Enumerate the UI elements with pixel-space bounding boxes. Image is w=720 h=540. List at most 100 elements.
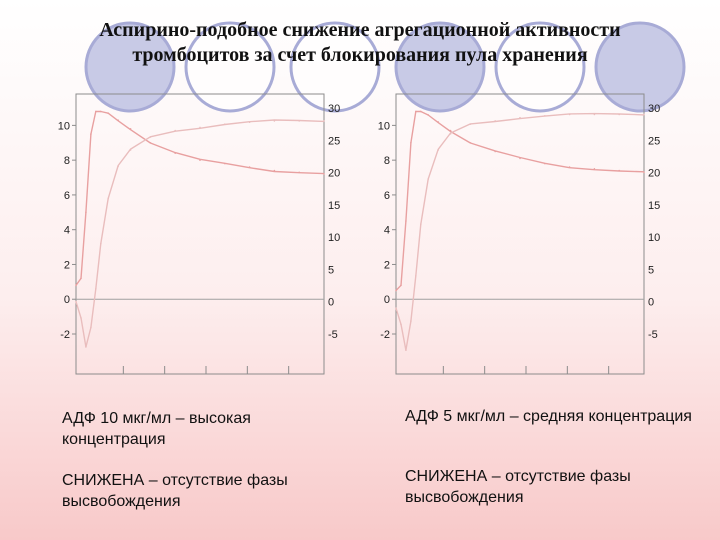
y-left-tick-label: 0	[64, 294, 70, 306]
data-point	[519, 157, 521, 160]
y-right-tick-label: -5	[648, 329, 658, 341]
y-right-tick-label: 30	[648, 103, 660, 115]
caption-left-condition: АДФ 10 мкг/мл – высокая концентрация	[62, 410, 251, 448]
y-left-tick-label: 0	[384, 294, 390, 306]
caption-right-condition: АДФ 5 мкг/мл – средняя концентрация	[405, 408, 692, 425]
y-left-tick-label: 2	[384, 259, 390, 271]
data-point	[395, 289, 397, 292]
data-point	[395, 307, 397, 309]
data-point	[449, 129, 452, 132]
data-point	[427, 178, 430, 180]
data-point	[400, 284, 402, 287]
data-point	[117, 165, 119, 167]
y-right-tick-label: 5	[648, 264, 654, 276]
data-point	[90, 133, 92, 135]
y-left-tick-label: 8	[64, 155, 70, 167]
data-point	[405, 220, 407, 222]
title-line-2: тромбоцитов за счет блокирования пула хр…	[132, 44, 588, 66]
plot-frame	[395, 93, 645, 375]
data-point	[85, 346, 87, 348]
data-point	[400, 323, 402, 326]
y-right-tick-label: 10	[648, 232, 660, 244]
data-point	[449, 133, 452, 135]
decor-circle	[289, 21, 381, 113]
y-left-tick-label: -2	[60, 329, 70, 341]
data-point	[323, 120, 325, 122]
data-point	[415, 275, 417, 277]
y-right-tick-label: 30	[328, 103, 340, 115]
series-line-2	[75, 119, 325, 348]
y-right-tick-label: 20	[648, 168, 660, 180]
data-point	[618, 169, 620, 172]
data-point	[149, 141, 152, 144]
data-point	[107, 112, 110, 115]
data-point	[437, 121, 439, 123]
series-line-1	[395, 110, 645, 291]
data-point	[437, 149, 439, 151]
data-point	[405, 349, 407, 351]
data-point	[80, 317, 82, 319]
data-point	[593, 113, 596, 116]
data-point	[618, 113, 620, 116]
data-point	[568, 113, 571, 116]
data-point	[107, 197, 110, 200]
data-point	[298, 171, 300, 174]
y-right-tick-label: 5	[328, 264, 334, 276]
data-point	[117, 119, 119, 121]
y-right-tick-label: 15	[648, 200, 660, 212]
plot-frame	[75, 93, 325, 375]
y-right-tick-label: 10	[328, 232, 340, 244]
data-point	[410, 320, 412, 322]
data-point	[544, 114, 546, 117]
data-point	[298, 120, 300, 122]
data-point	[224, 162, 226, 165]
chart-adp-10: 10 8 6 4 2 0 -2 30 25 20 15 10 5 0 -5	[56, 86, 356, 386]
data-point	[273, 169, 276, 172]
decor-circle	[184, 21, 276, 113]
data-point	[174, 152, 176, 154]
data-point	[100, 242, 102, 245]
data-point	[199, 126, 201, 129]
y-right-tick-label: -5	[328, 329, 338, 341]
data-point	[420, 110, 422, 113]
data-point	[75, 300, 77, 303]
y-right-tick-label: 0	[648, 297, 654, 309]
y-left-tick-label: 10	[58, 120, 70, 132]
data-point	[643, 171, 645, 174]
data-point	[273, 120, 276, 122]
decor-circle	[394, 21, 486, 113]
data-point	[469, 141, 472, 144]
y-left-tick-label: -2	[380, 329, 390, 341]
y-right-tick-label: 0	[328, 297, 334, 309]
data-point	[544, 162, 546, 165]
data-point	[199, 159, 201, 161]
title-line-1: Аспирино-подобное снижение агрегационной…	[99, 19, 621, 41]
data-point	[427, 114, 430, 116]
y-left-tick-label: 2	[64, 259, 70, 271]
series-line-2	[395, 112, 645, 351]
data-point	[323, 173, 325, 175]
decor-circle	[494, 21, 586, 113]
data-point	[469, 123, 472, 125]
data-point	[75, 284, 77, 287]
data-point	[95, 288, 97, 290]
data-point	[129, 149, 132, 151]
slide-title: Аспирино-подобное снижение агрегационной…	[10, 18, 710, 68]
data-point	[174, 129, 176, 132]
y-left-tick-label: 4	[384, 225, 390, 237]
data-point	[149, 136, 152, 138]
y-right-tick-label: 25	[328, 135, 340, 147]
y-left-tick-label: 6	[384, 190, 390, 202]
y-left-tick-label: 8	[384, 155, 390, 167]
chart-adp-5: 10 8 6 4 2 0 -2 30 25 20 15 10 5 0 -5	[376, 86, 676, 386]
series-line-1	[75, 110, 325, 286]
data-point	[593, 168, 596, 170]
data-point	[100, 110, 102, 113]
data-point	[420, 223, 422, 226]
y-left-tick-label: 4	[64, 225, 70, 237]
data-point	[129, 128, 132, 130]
decor-circle	[84, 21, 176, 113]
